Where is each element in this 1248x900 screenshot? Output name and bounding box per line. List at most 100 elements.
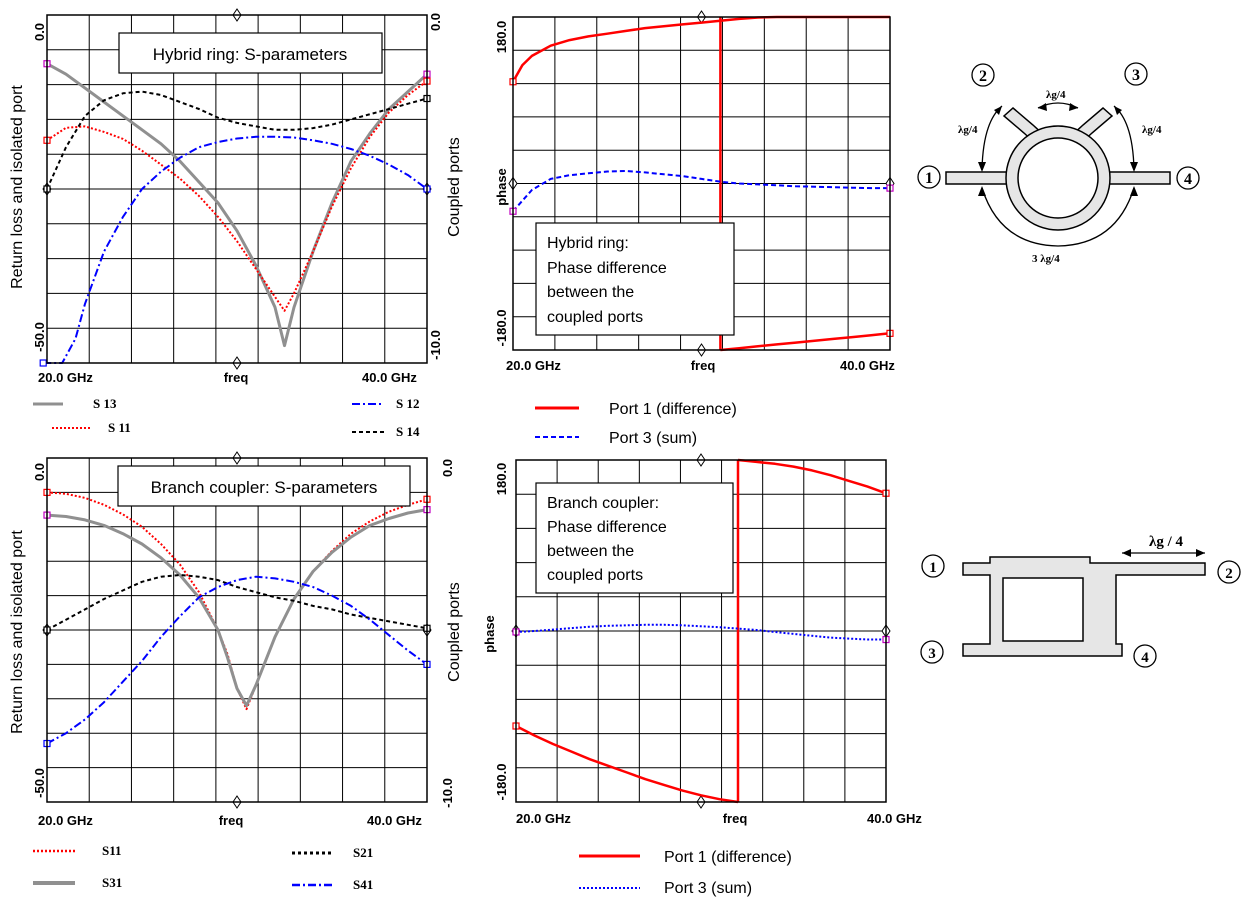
branch-coupler-diagram: λg / 4 1 2 3 4	[920, 534, 1241, 668]
x-tick-left: 20.0 GHz	[516, 811, 571, 826]
right-axis-label: Coupled ports	[446, 582, 463, 682]
ring-label-lg4-right: λg/4	[1142, 124, 1162, 136]
series-port1-line-tail	[720, 332, 891, 352]
ring-port-3: 3	[1132, 67, 1140, 84]
ring-label-lg4-top: λg/4	[1046, 89, 1066, 101]
legend-label-s11: S 11	[108, 420, 131, 435]
right-tick-bottom: -10.0	[440, 778, 455, 808]
series-s41-line	[46, 575, 428, 745]
x-tick-left: 20.0 GHz	[506, 358, 561, 373]
x-tick-right: 40.0 GHz	[867, 811, 922, 826]
x-tick-right: 40.0 GHz	[362, 370, 417, 385]
ring-port-1: 1	[925, 170, 933, 187]
title-box: Branch coupler: S-parameters	[117, 465, 411, 507]
x-axis-label: freq	[224, 370, 249, 385]
ring-port-4: 4	[1184, 171, 1192, 188]
left-tick-top: 0.0	[32, 23, 47, 41]
legend: Port 1 (difference) Port 3 (sum)	[579, 849, 792, 897]
left-tick-bottom: -180.0	[494, 310, 509, 347]
series-s13-line	[46, 62, 429, 348]
annotation-line-1: Hybrid ring:	[547, 235, 629, 252]
series-port3-line	[515, 623, 886, 641]
series-s21-line	[46, 574, 428, 631]
right-tick-top: 0.0	[428, 13, 443, 31]
series-group	[39, 60, 431, 367]
left-tick-bottom: -50.0	[32, 322, 47, 352]
ring-label-3lg4: 3 λg/4	[1032, 253, 1060, 265]
plot-frame	[46, 14, 428, 364]
x-axis-label: freq	[219, 813, 244, 828]
chart-title: Hybrid ring: S-parameters	[153, 45, 348, 64]
branch-port-4: 4	[1141, 650, 1149, 666]
series-s31-line	[46, 508, 428, 708]
legend-label-s11: S11	[102, 843, 122, 858]
x-axis-label: freq	[691, 358, 716, 373]
branch-coupler-body	[962, 556, 1206, 657]
left-tick-bottom: -180.0	[494, 764, 509, 801]
legend-label-s41: S41	[353, 877, 373, 892]
legend-label-port1: Port 1 (difference)	[664, 849, 792, 866]
branch-label-lg4: λg / 4	[1149, 534, 1184, 550]
left-axis-label: Return loss and isolated port	[9, 85, 26, 289]
ring-label-lg4-left: λg/4	[958, 124, 978, 136]
annotation-line-3: between the	[547, 543, 634, 560]
x-tick-right: 40.0 GHz	[367, 813, 422, 828]
series-s12-line	[43, 135, 428, 364]
plot-frame	[515, 459, 887, 803]
left-tick-bottom: -50.0	[32, 768, 47, 798]
x-tick-right: 40.0 GHz	[840, 358, 895, 373]
chart-branch-s-parameters: Branch coupler: S-parameters 0.0 -50.0 0…	[9, 451, 463, 892]
right-axis-label: Coupled ports	[446, 137, 463, 237]
annotation-line-2: Phase difference	[547, 260, 667, 277]
left-axis-label: Return loss and isolated port	[9, 530, 26, 734]
x-tick-left: 20.0 GHz	[38, 813, 93, 828]
branch-port-2: 2	[1225, 566, 1233, 582]
legend-label-port3: Port 3 (sum)	[664, 880, 752, 897]
left-tick-top: 180.0	[494, 21, 509, 54]
chart-branch-phase: Branch coupler: Phase difference between…	[482, 453, 922, 897]
series-s14-line	[46, 90, 428, 190]
series-s12-marker	[39, 359, 47, 367]
branch-port-1: 1	[929, 560, 937, 576]
arc-right	[1113, 105, 1135, 171]
legend-label-port3: Port 3 (sum)	[609, 430, 697, 447]
y-axis-label: phase	[482, 615, 497, 653]
annotation-line-3: between the	[547, 284, 634, 301]
legend-label-s12: S 12	[396, 396, 419, 411]
right-tick-top: 0.0	[440, 459, 455, 477]
ring-port-2: 2	[979, 68, 987, 85]
left-tick-top: 180.0	[494, 463, 509, 496]
legend-label-s14: S 14	[396, 424, 420, 439]
annotation-line-2: Phase difference	[547, 519, 667, 536]
chart-ring-phase: Hybrid ring: Phase difference between th…	[494, 10, 895, 447]
annotation-line-4: coupled ports	[547, 567, 643, 584]
chart-ring-s-parameters: Hybrid ring: S-parameters 0.0 -50.0 0.0 …	[9, 8, 463, 439]
annotation-box: Branch coupler: Phase difference between…	[535, 482, 734, 594]
plot-frame	[46, 457, 428, 803]
hybrid-ring-diagram: 1 2 3 4 λg/4 λg/4 λg/4 3 λg/4	[917, 62, 1200, 265]
chart-title: Branch coupler: S-parameters	[151, 478, 378, 497]
arc-left	[981, 105, 1003, 171]
legend-label-s21: S21	[353, 845, 373, 860]
y-axis-label: phase	[494, 168, 509, 206]
ring-inner	[1017, 137, 1099, 219]
annotation-box: Hybrid ring: Phase difference between th…	[535, 222, 735, 336]
legend: S 13 S 12 S 11 S 14	[33, 396, 420, 439]
arc-bottom	[981, 187, 1135, 247]
annotation-line-1: Branch coupler:	[547, 495, 659, 512]
series-port1-line	[515, 724, 739, 804]
legend: S11 S21 S31 S41	[33, 843, 373, 892]
series-group	[43, 488, 431, 748]
right-tick-bottom: -10.0	[428, 330, 443, 360]
title-box: Hybrid ring: S-parameters	[118, 32, 383, 74]
legend-label-s13: S 13	[93, 396, 117, 411]
legend: Port 1 (difference) Port 3 (sum)	[535, 401, 737, 447]
series-port1-line	[511, 15, 890, 83]
x-axis-label: freq	[723, 811, 748, 826]
series-s11-line	[46, 80, 428, 312]
x-tick-left: 20.0 GHz	[38, 370, 93, 385]
legend-label-s31: S31	[102, 875, 122, 890]
legend-label-port1: Port 1 (difference)	[609, 401, 737, 418]
left-tick-top: 0.0	[32, 463, 47, 481]
